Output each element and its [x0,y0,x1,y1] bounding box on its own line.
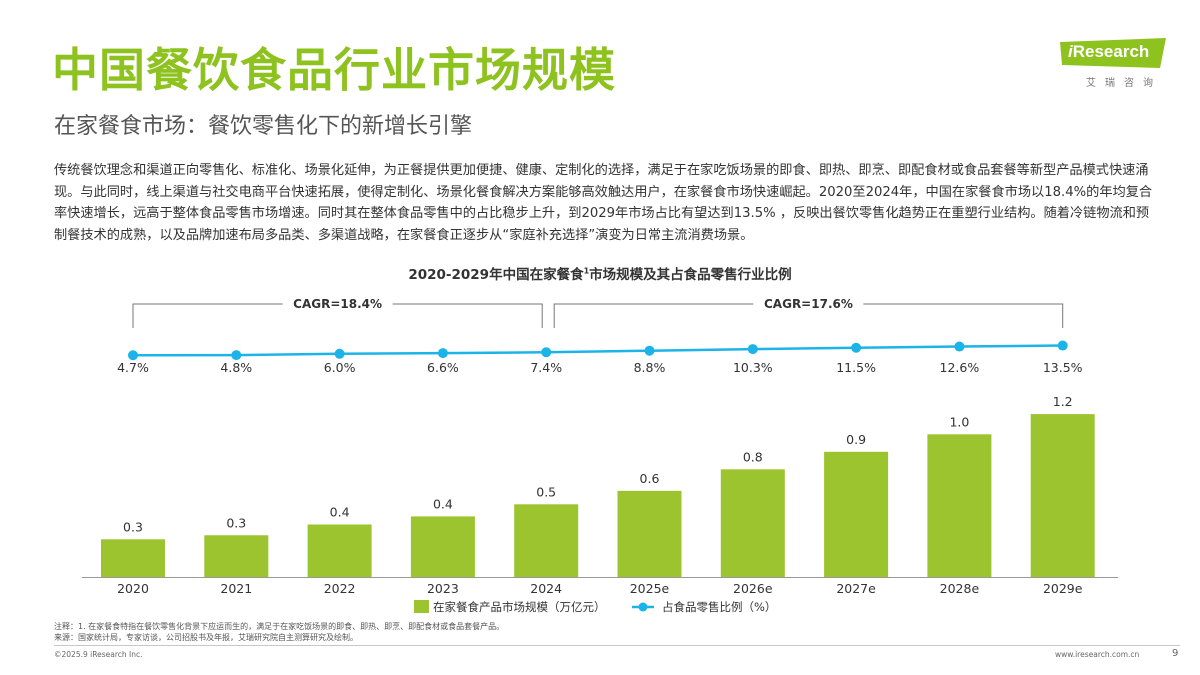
bar-value-label: 1.0 [949,414,969,429]
share-value-label: 12.6% [940,360,980,375]
bar-value-label: 0.3 [123,519,143,534]
footer-url[interactable]: www.iresearch.com.cn [1055,650,1140,659]
logo-subtitle: 艾瑞咨询 [1086,78,1162,89]
cagr-bracket-right [863,303,1064,328]
x-tick-label: 2021 [220,581,252,596]
bar-value-label: 0.4 [330,505,350,520]
chart-title-footnote-ref: 1 [583,266,590,276]
cagr-label: CAGR=18.4% [293,297,382,311]
page-title: 中国餐饮食品行业市场规模 [52,43,616,97]
logo-i: i [1068,42,1073,61]
bar-2028e [927,434,992,577]
share-value-label: 11.5% [836,360,876,375]
x-tick-label: 2024 [530,581,562,596]
share-point-2022 [334,348,345,359]
footnote-1: 注释：1. 在家餐食特指在餐饮零售化背景下应运而生的，满足于在家吃饭场景的即食、… [54,622,505,631]
logo-research: Research [1072,42,1150,61]
share-point-2025e [644,345,655,356]
body-paragraph: 传统餐饮理念和渠道正向零售化、标准化、场景化延伸，为正餐提供更加便捷、健康、定制… [54,163,1153,243]
bar-2029e [1030,414,1095,577]
bar-value-label: 0.8 [743,449,763,464]
share-value-label: 13.5% [1043,360,1083,375]
chart-area: 0.3 2020 0.3 2021 0.4 2022 0.4 2023 0.5 2024 0.6 20… [82,297,1118,614]
share-point-2027e [851,342,862,353]
bar-2024 [514,504,579,577]
legend-line-marker [638,602,648,612]
x-tick-label: 2022 [324,581,356,596]
share-value-label: 6.6% [427,360,459,375]
chart-title: 2020-2029年中国在家餐食1市场规模及其占食品零售行业比例 [0,263,1200,284]
chart-title-rest: 市场规模及其占食品零售行业比例 [589,267,792,283]
bar-value-label: 0.9 [846,432,866,447]
share-point-2020 [128,350,138,361]
share-value-label: 4.7% [117,360,149,375]
page-subtitle: 在家餐食市场：餐饮零售化下的新增长引擎 [54,114,473,139]
iresearch-logo: iResearch 艾瑞咨询 [1060,38,1170,94]
logo-wordmark: iResearch [1068,42,1149,62]
x-tick-label: 2029e [1043,581,1083,596]
bar-2027e [824,451,889,577]
x-tick-label: 2023 [427,581,459,596]
bar-value-label: 0.3 [226,515,246,530]
x-tick-label: 2020 [117,581,149,596]
share-point-2021 [231,350,242,361]
share-point-2024 [541,347,552,358]
legend-bar-swatch [414,600,429,613]
share-value-label: 8.8% [634,360,666,375]
x-tick-label: 2028e [940,581,980,596]
legend-bar-label: 在家餐食产品市场规模（万亿元） [433,600,606,614]
share-value-label: 10.3% [733,360,773,375]
bar-2022 [307,524,372,577]
bar-value-label: 1.2 [1053,394,1073,409]
x-tick-label: 2025e [630,581,670,596]
copyright-text: ©2025.9 iResearch Inc. [54,650,143,659]
share-point-2029e [1057,340,1068,351]
share-point-2028e [954,341,965,352]
source-note: 来源：国家统计局，专家访谈，公司招股书及年报，艾瑞研究院自主测算研究及绘制。 [54,632,358,642]
bar-2020 [101,539,165,577]
bar-2026e [720,469,785,577]
legend-line-label: 占食品零售比例（%） [662,600,776,614]
cagr-bracket-left [132,303,283,328]
x-tick-label: 2027e [836,581,876,596]
x-tick-label: 2026e [733,581,773,596]
cagr-label: CAGR=17.6% [764,297,853,311]
share-value-label: 7.4% [530,360,562,375]
notes-block: 注释：1. 在家餐食特指在餐饮零售化背景下应运而生的，满足于在家吃饭场景的即食、… [54,622,504,643]
bar-2023 [410,516,475,577]
cagr-bracket-left [553,303,754,328]
share-point-2023 [437,348,448,359]
cagr-bracket-right [392,303,543,328]
page-number: 9 [1172,648,1179,659]
footer-divider [54,645,1180,646]
share-line [132,344,1063,357]
chart-title-main: 2020-2029年中国在家餐食 [408,267,584,283]
share-value-label: 6.0% [324,360,356,375]
bar-value-label: 0.6 [640,471,660,486]
share-value-label: 4.8% [220,360,252,375]
bar-value-label: 0.5 [536,484,556,499]
bar-2025e [617,490,682,577]
logo-flag-icon [1060,38,1166,68]
bar-2021 [204,535,269,577]
share-point-2026e [747,344,758,355]
bar-value-label: 0.4 [433,496,453,511]
